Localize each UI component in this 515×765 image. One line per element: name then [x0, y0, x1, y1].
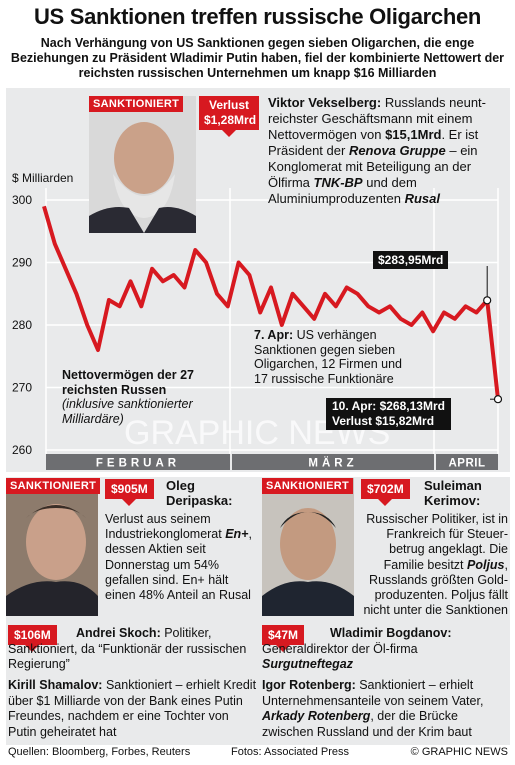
loss-value: $1,28Mrd	[204, 113, 257, 127]
month-label: APRIL	[449, 458, 486, 470]
skoch-name: Andrei Skoch:	[76, 626, 161, 640]
vekselberg-photo	[89, 96, 196, 233]
person-arkady: Arkady Rotenberg	[262, 709, 371, 723]
portrait-kerimov	[262, 478, 354, 616]
deripaska-name: Oleg Deripaska:	[166, 478, 233, 508]
event-annotation: 7. Apr: US verhängen Sanktionen gegen si…	[254, 328, 416, 387]
loss-bogdanov: $47M	[262, 625, 305, 652]
deripaska-text: Verlust aus seinem Industriekonglomerat …	[105, 512, 255, 603]
page-title: US Sanktionen treffen russische Oligarch…	[33, 4, 482, 29]
loss-deripaska: $905M	[105, 479, 154, 506]
y-tick-label: 260	[12, 443, 32, 457]
tag-sanktioniert-deripaska: SANKTIONIERT	[6, 478, 101, 494]
skoch-text: Andrei Skoch: Politiker, Sanktioniert, d…	[8, 626, 256, 673]
kerimov-name: Suleiman Kerimov:	[424, 478, 482, 508]
event-text: US verhängen Sanktionen gegen sieben Oli…	[254, 328, 402, 386]
text-segment: Politiker, Sanktioniert, da “Funktionär …	[8, 626, 247, 671]
footer-copyright: © GRAPHIC NEWS	[410, 746, 508, 758]
text-segment: , Russlands größten Gold-produzenten. Po…	[363, 557, 508, 618]
month-label: MÄRZ	[308, 457, 357, 470]
worth-value: $15,1Mrd	[385, 127, 442, 142]
series-label: Nettovermögen der 27 reichsten Russen (i…	[62, 368, 212, 426]
series-note: (inklusive sanktionierter Milliardäre)	[62, 397, 193, 426]
month-band	[232, 454, 434, 470]
loss-kerimov: $702M	[361, 479, 410, 506]
company-enplus: En+	[225, 527, 249, 542]
kerimov-photo	[262, 478, 354, 616]
text-segment: Sanktioniert – erhielt Unternehmensantei…	[262, 678, 484, 708]
end-value: 10. Apr: $268,13Mrd	[332, 399, 445, 413]
peak-marker	[483, 296, 492, 305]
event-date: 7. Apr:	[254, 328, 294, 342]
rotenberg-text: Igor Rotenberg: Sanktioniert – erhielt U…	[262, 678, 508, 740]
net-worth-chart: 260 270 280 290 300 $ Milliarden FEBRUAR MÄRZ…	[12, 171, 503, 470]
company-surgutneftegaz: Surgutneftegaz	[262, 657, 353, 671]
text-segment: . Er ist Präsident der	[268, 127, 479, 158]
loss-skoch: $106M	[8, 625, 57, 652]
tag-sanktioniert-vekselberg: SANKTIONIERT	[89, 96, 184, 112]
vekselberg-text: Viktor Vekselberg: Russlands neunt-reich…	[268, 95, 504, 207]
end-loss: Verlust $15,82Mrd	[332, 414, 435, 428]
portrait-vekselberg	[89, 96, 196, 233]
text-segment: und dem Aluminiumproduzenten	[268, 175, 417, 206]
y-tick-label: 270	[12, 381, 32, 395]
end-value-label: 10. Apr: $268,13Mrd Verlust $15,82Mrd	[326, 398, 451, 430]
y-tick-label: 300	[12, 193, 32, 207]
text-segment: Russischer Politiker, ist in Frankreich …	[366, 512, 508, 572]
kerimov-text: Russischer Politiker, ist in Frankreich …	[358, 512, 508, 618]
footer-photos: Fotos: Associated Press	[231, 746, 349, 758]
bogdanov-text: Wladimir Bogdanov: Generaldirektor der Ö…	[262, 626, 508, 673]
month-label: FEBRUAR	[96, 458, 180, 470]
company-renova: Renova Gruppe	[348, 143, 446, 158]
text-segment: , der die Brücke zwischen Russland und d…	[262, 709, 472, 739]
y-axis-label: $ Milliarden	[12, 171, 73, 185]
y-tick-label: 280	[12, 318, 32, 332]
text-segment: Sanktioniert – erhielt Kredit über $1 Mi…	[8, 678, 257, 739]
company-poljus: Poljus	[467, 557, 505, 572]
vekselberg-name: Viktor Vekselberg:	[268, 95, 382, 110]
peak-value-label: $283,95Mrd	[373, 251, 449, 269]
company-rusal: Rusal	[404, 191, 440, 206]
end-marker	[493, 395, 503, 404]
portrait-deripaska	[6, 478, 98, 616]
bogdanov-name: Wladimir Bogdanov:	[330, 626, 452, 640]
month-band	[46, 454, 230, 470]
rotenberg-name: Igor Rotenberg:	[262, 678, 356, 692]
loss-vekselberg: Verlust $1,28Mrd	[199, 96, 259, 137]
text-segment: Russlands neunt-reichster Geschäftsmann …	[268, 95, 486, 142]
shamalov-text: Kirill Shamalov: Sanktioniert – erhielt …	[8, 678, 258, 740]
footer: Quellen: Bloomberg, Forbes, Reuters Foto…	[8, 746, 508, 758]
page-subtitle: Nach Verhängung von US Sanktionen gegen …	[10, 36, 505, 80]
tag-sanktioniert-kerimov: SANKtIONIERT	[262, 478, 354, 494]
month-band	[436, 454, 498, 470]
series-name: Nettovermögen der 27 reichsten Russen	[62, 368, 194, 397]
net-worth-line	[42, 205, 500, 400]
y-tick-label: 290	[12, 256, 32, 270]
text-segment: Generaldirektor der Öl-firma	[262, 641, 418, 656]
text-segment: Verlust aus seinem Industriekonglomerat	[105, 512, 226, 542]
loss-label: Verlust	[208, 98, 250, 112]
text-segment: – ein Konglomerat mit Beteiligung an der…	[268, 143, 478, 190]
text-segment: , dessen Aktien seit Donnerstag um 54% g…	[105, 527, 252, 603]
deripaska-photo	[6, 478, 98, 616]
footer-sources: Quellen: Bloomberg, Forbes, Reuters	[8, 746, 191, 758]
company-tnk: TNK-BP	[313, 175, 363, 190]
shamalov-name: Kirill Shamalov:	[8, 678, 103, 692]
